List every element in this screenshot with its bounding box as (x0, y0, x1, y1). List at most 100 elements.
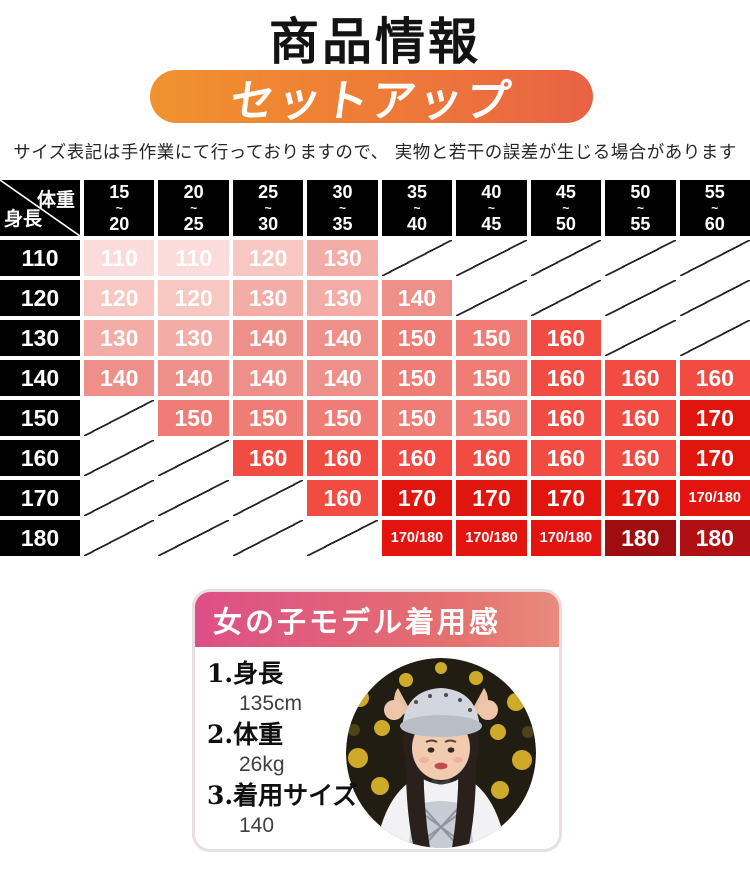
weight-range-header-30-35: 30 ~35 (307, 180, 378, 236)
empty-cell (232, 520, 304, 556)
model-fit-card-body: 1.身長 135cm 2.体重 26kg 3.着用サイズ 140 (195, 647, 559, 849)
size-cell: 160 (530, 320, 602, 356)
empty-cell (456, 240, 527, 276)
size-cell: 170/180 (381, 520, 453, 556)
spec-label-3: 3.着用サイズ (207, 781, 358, 811)
empty-cell (307, 520, 378, 556)
weight-range-header-40-45: 40 ~45 (456, 180, 527, 236)
size-cell: 160 (307, 440, 378, 476)
size-cell: 120 (84, 280, 155, 316)
size-cell: 150 (232, 400, 304, 436)
tilde-glyph: ~ (413, 201, 421, 215)
size-cell: 170 (456, 480, 527, 516)
model-fit-card: 女の子モデル着用感 1.身長 135cm 2.体重 26kg 3.着用サイズ 140 (192, 589, 562, 852)
table-corner-cell: 体重 身長 (0, 180, 80, 236)
size-cell: 140 (158, 360, 229, 396)
size-cell: 160 (530, 440, 602, 476)
size-cell: 110 (158, 240, 229, 276)
size-cell: 140 (307, 320, 378, 356)
weight-range-header-35-40: 35 ~40 (381, 180, 453, 236)
weight-to: 25 (183, 214, 204, 234)
size-cell: 160 (530, 360, 602, 396)
tilde-glyph: ~ (264, 201, 272, 215)
weight-range-header-25-30: 25 ~30 (232, 180, 304, 236)
height-row-label-180: 180 (0, 520, 80, 556)
weight-to: 35 (332, 214, 353, 234)
weight-from: 55 (704, 182, 725, 202)
tilde-glyph: ~ (339, 201, 347, 215)
empty-cell (84, 440, 155, 476)
size-cell: 150 (456, 360, 527, 396)
empty-cell (158, 440, 229, 476)
weight-to: 40 (406, 214, 427, 234)
empty-cell (381, 240, 453, 276)
corner-diagonal-line (0, 180, 80, 236)
size-cell: 130 (158, 320, 229, 356)
girl-model-photo (346, 658, 536, 848)
tilde-glyph: ~ (487, 201, 495, 215)
model-specs-list: 1.身長 135cm 2.体重 26kg 3.着用サイズ 140 (207, 655, 357, 842)
size-cell: 150 (158, 400, 229, 436)
weight-from: 25 (258, 182, 279, 202)
empty-cell (605, 240, 676, 276)
weight-from: 15 (109, 182, 130, 202)
empty-cell (679, 320, 750, 356)
size-cell: 170 (381, 480, 453, 516)
size-cell: 160 (605, 400, 676, 436)
height-row-label-120: 120 (0, 280, 80, 316)
height-row-label-170: 170 (0, 480, 80, 516)
size-cell: 130 (307, 240, 378, 276)
weight-from: 30 (332, 182, 353, 202)
size-cell: 150 (456, 400, 527, 436)
spec-label-1: 1.身長 (207, 659, 284, 688)
size-cell: 180 (679, 520, 750, 556)
size-cell: 140 (232, 360, 304, 396)
empty-cell (530, 240, 602, 276)
spec-label-2: 2.体重 (207, 720, 284, 750)
empty-cell (679, 240, 750, 276)
empty-cell (84, 480, 155, 516)
spec-value-2: 26kg (239, 753, 285, 777)
size-cell: 160 (307, 480, 378, 516)
weight-to: 50 (555, 214, 576, 234)
size-cell: 170 (679, 400, 750, 436)
weight-to: 55 (630, 214, 651, 234)
weight-range-header-15-20: 15 ~20 (84, 180, 155, 236)
empty-cell (679, 280, 750, 316)
tilde-glyph: ~ (190, 201, 198, 215)
size-cell: 160 (679, 360, 750, 396)
weight-from: 35 (406, 182, 427, 202)
weight-range-header-20-25: 20 ~25 (158, 180, 229, 236)
size-cell: 130 (232, 280, 304, 316)
weight-to: 20 (109, 214, 130, 234)
size-cell: 170/180 (456, 520, 527, 556)
empty-cell (158, 480, 229, 516)
corner-weight-label: 体重 (36, 190, 75, 211)
size-cell: 120 (232, 240, 304, 276)
tilde-glyph: ~ (115, 201, 123, 215)
empty-cell (530, 280, 602, 316)
size-cell: 160 (232, 440, 304, 476)
weight-range-header-45-50: 45 ~50 (530, 180, 602, 236)
weight-to: 45 (481, 214, 502, 234)
size-cell: 170/180 (530, 520, 602, 556)
empty-cell (605, 280, 676, 316)
size-cell: 130 (84, 320, 155, 356)
weight-to: 30 (258, 214, 279, 234)
size-cell: 160 (456, 440, 527, 476)
size-cell: 110 (84, 240, 155, 276)
size-cell: 170 (530, 480, 602, 516)
tilde-glyph: ~ (711, 201, 719, 215)
size-cell: 140 (232, 320, 304, 356)
tilde-glyph: ~ (636, 201, 644, 215)
weight-from: 40 (481, 182, 502, 202)
empty-cell (158, 520, 229, 556)
size-chart-table: 体重 身長 15 ~20 20 ~25 25 ~30 30 ~35 35 ~40 40 ~45 45 ~50 5… (0, 180, 750, 556)
weight-range-header-50-55: 50 ~55 (605, 180, 676, 236)
size-cell: 160 (381, 440, 453, 476)
spec-value-1: 135cm (239, 692, 303, 715)
size-cell: 180 (605, 520, 676, 556)
size-cell: 170/180 (679, 480, 750, 516)
weight-from: 50 (630, 182, 651, 202)
